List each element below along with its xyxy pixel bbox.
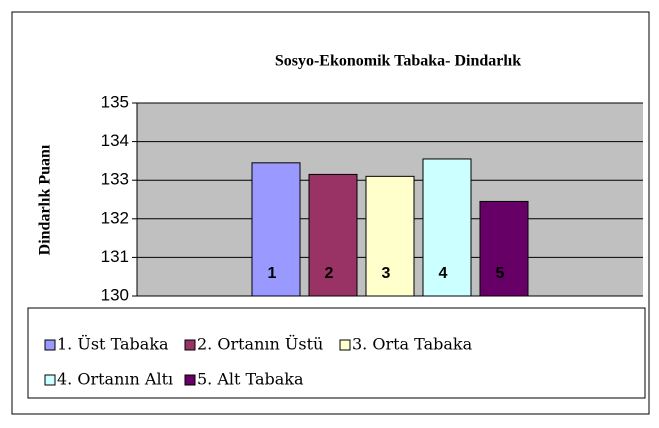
y-tick-label: 131	[101, 247, 129, 266]
legend-label: 1. Üst Tabaka	[57, 334, 169, 354]
legend-label: 4. Ortanın Altı	[57, 370, 173, 389]
bar	[251, 162, 301, 297]
bar-label: 4	[439, 265, 448, 282]
legend	[27, 307, 646, 399]
legend-label: 5. Alt Tabaka	[197, 370, 304, 389]
bar-label: 3	[382, 265, 391, 282]
bar-label: 5	[496, 265, 505, 282]
legend-swatch	[184, 374, 196, 386]
y-tick-label: 134	[101, 131, 129, 150]
chart-title: Sosyo-Ekonomik Tabaka- Dindarlık	[275, 53, 521, 70]
bar-label: 2	[325, 265, 334, 282]
bar	[479, 200, 529, 297]
legend-swatch	[339, 339, 351, 351]
y-tick-label: 130	[101, 285, 129, 304]
y-tick-label: 132	[101, 208, 129, 227]
legend-swatch	[184, 339, 196, 351]
legend-label: 3. Orta Tabaka	[352, 335, 473, 354]
legend-label: 2. Ortanın Üstü	[197, 334, 323, 354]
legend-swatch	[44, 374, 56, 386]
bar	[422, 158, 472, 297]
bar	[308, 173, 358, 297]
y-tick-label: 135	[101, 92, 129, 111]
bar-label: 1	[268, 265, 277, 282]
y-tick-label: 133	[101, 170, 129, 189]
legend-swatch	[44, 339, 56, 351]
bar	[365, 175, 415, 297]
y-axis-label: Dindarlık Puanı	[37, 144, 54, 255]
